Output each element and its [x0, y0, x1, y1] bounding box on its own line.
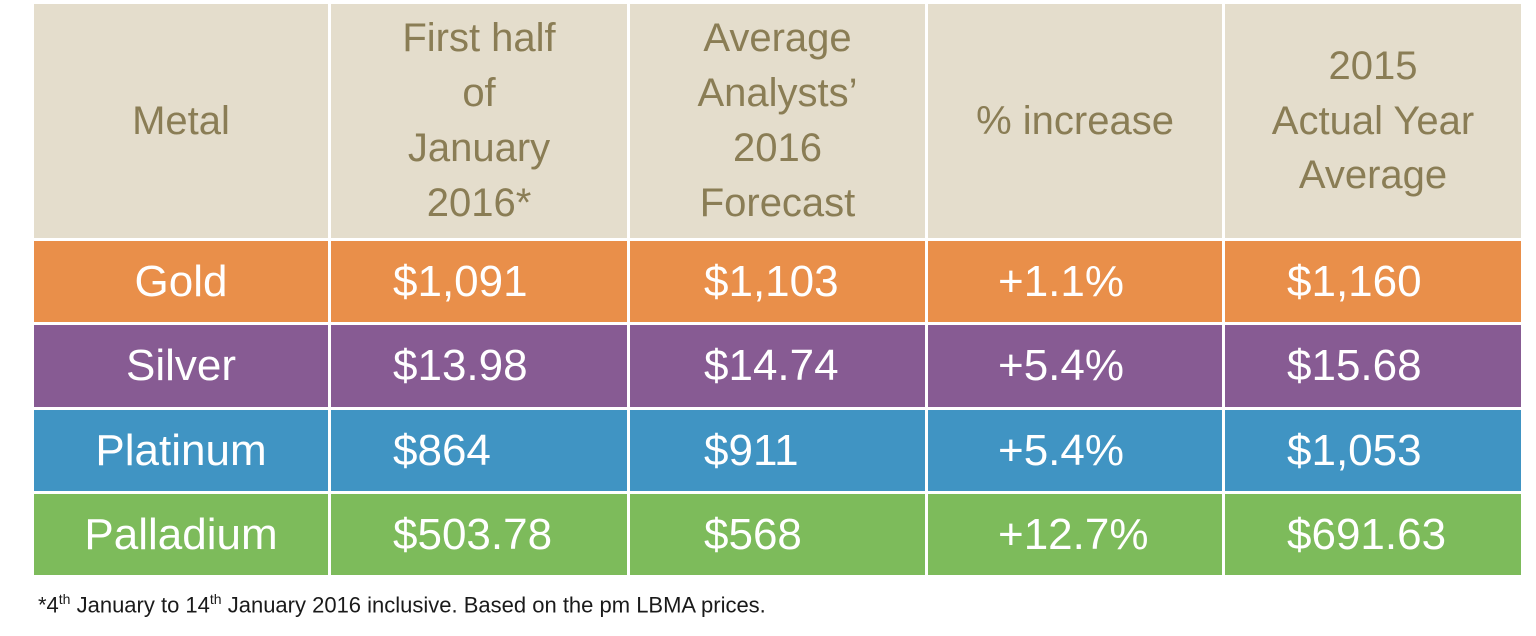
- footnote: *4th January to 14th January 2016 inclus…: [38, 591, 766, 618]
- row-palladium-forecast: $568: [630, 494, 925, 575]
- footnote-sup-2: th: [209, 591, 222, 607]
- header-average-analysts-forecast: Average Analysts’ 2016 Forecast: [630, 4, 925, 238]
- row-palladium-increase: +12.7%: [928, 494, 1222, 575]
- row-platinum-metal: Platinum: [34, 410, 328, 491]
- row-silver-increase: +5.4%: [928, 325, 1222, 407]
- header-2015-actual-average: 2015 Actual Year Average: [1225, 4, 1521, 238]
- row-platinum-actual-2015: $1,053: [1225, 410, 1521, 491]
- row-gold-increase: +1.1%: [928, 241, 1222, 322]
- row-platinum-forecast: $911: [630, 410, 925, 491]
- row-silver-first-half: $13.98: [331, 325, 627, 407]
- row-platinum-increase: +5.4%: [928, 410, 1222, 491]
- footnote-middle: January to 14: [70, 592, 210, 618]
- row-palladium-actual-2015: $691.63: [1225, 494, 1521, 575]
- row-palladium-first-half: $503.78: [331, 494, 627, 575]
- footnote-prefix: *4: [38, 592, 59, 618]
- metal-prices-table: Metal First half of January 2016* Averag…: [34, 4, 1521, 575]
- header-metal: Metal: [34, 4, 328, 238]
- header-first-half-january-2016: First half of January 2016*: [331, 4, 627, 238]
- row-gold-metal: Gold: [34, 241, 328, 322]
- row-palladium-metal: Palladium: [34, 494, 328, 575]
- row-gold-forecast: $1,103: [630, 241, 925, 322]
- header-percent-increase: % increase: [928, 4, 1222, 238]
- row-platinum-first-half: $864: [331, 410, 627, 491]
- row-gold-first-half: $1,091: [331, 241, 627, 322]
- row-gold-actual-2015: $1,160: [1225, 241, 1521, 322]
- row-silver-actual-2015: $15.68: [1225, 325, 1521, 407]
- row-silver-metal: Silver: [34, 325, 328, 407]
- footnote-suffix: January 2016 inclusive. Based on the pm …: [221, 592, 766, 618]
- row-silver-forecast: $14.74: [630, 325, 925, 407]
- footnote-sup-1: th: [58, 591, 71, 607]
